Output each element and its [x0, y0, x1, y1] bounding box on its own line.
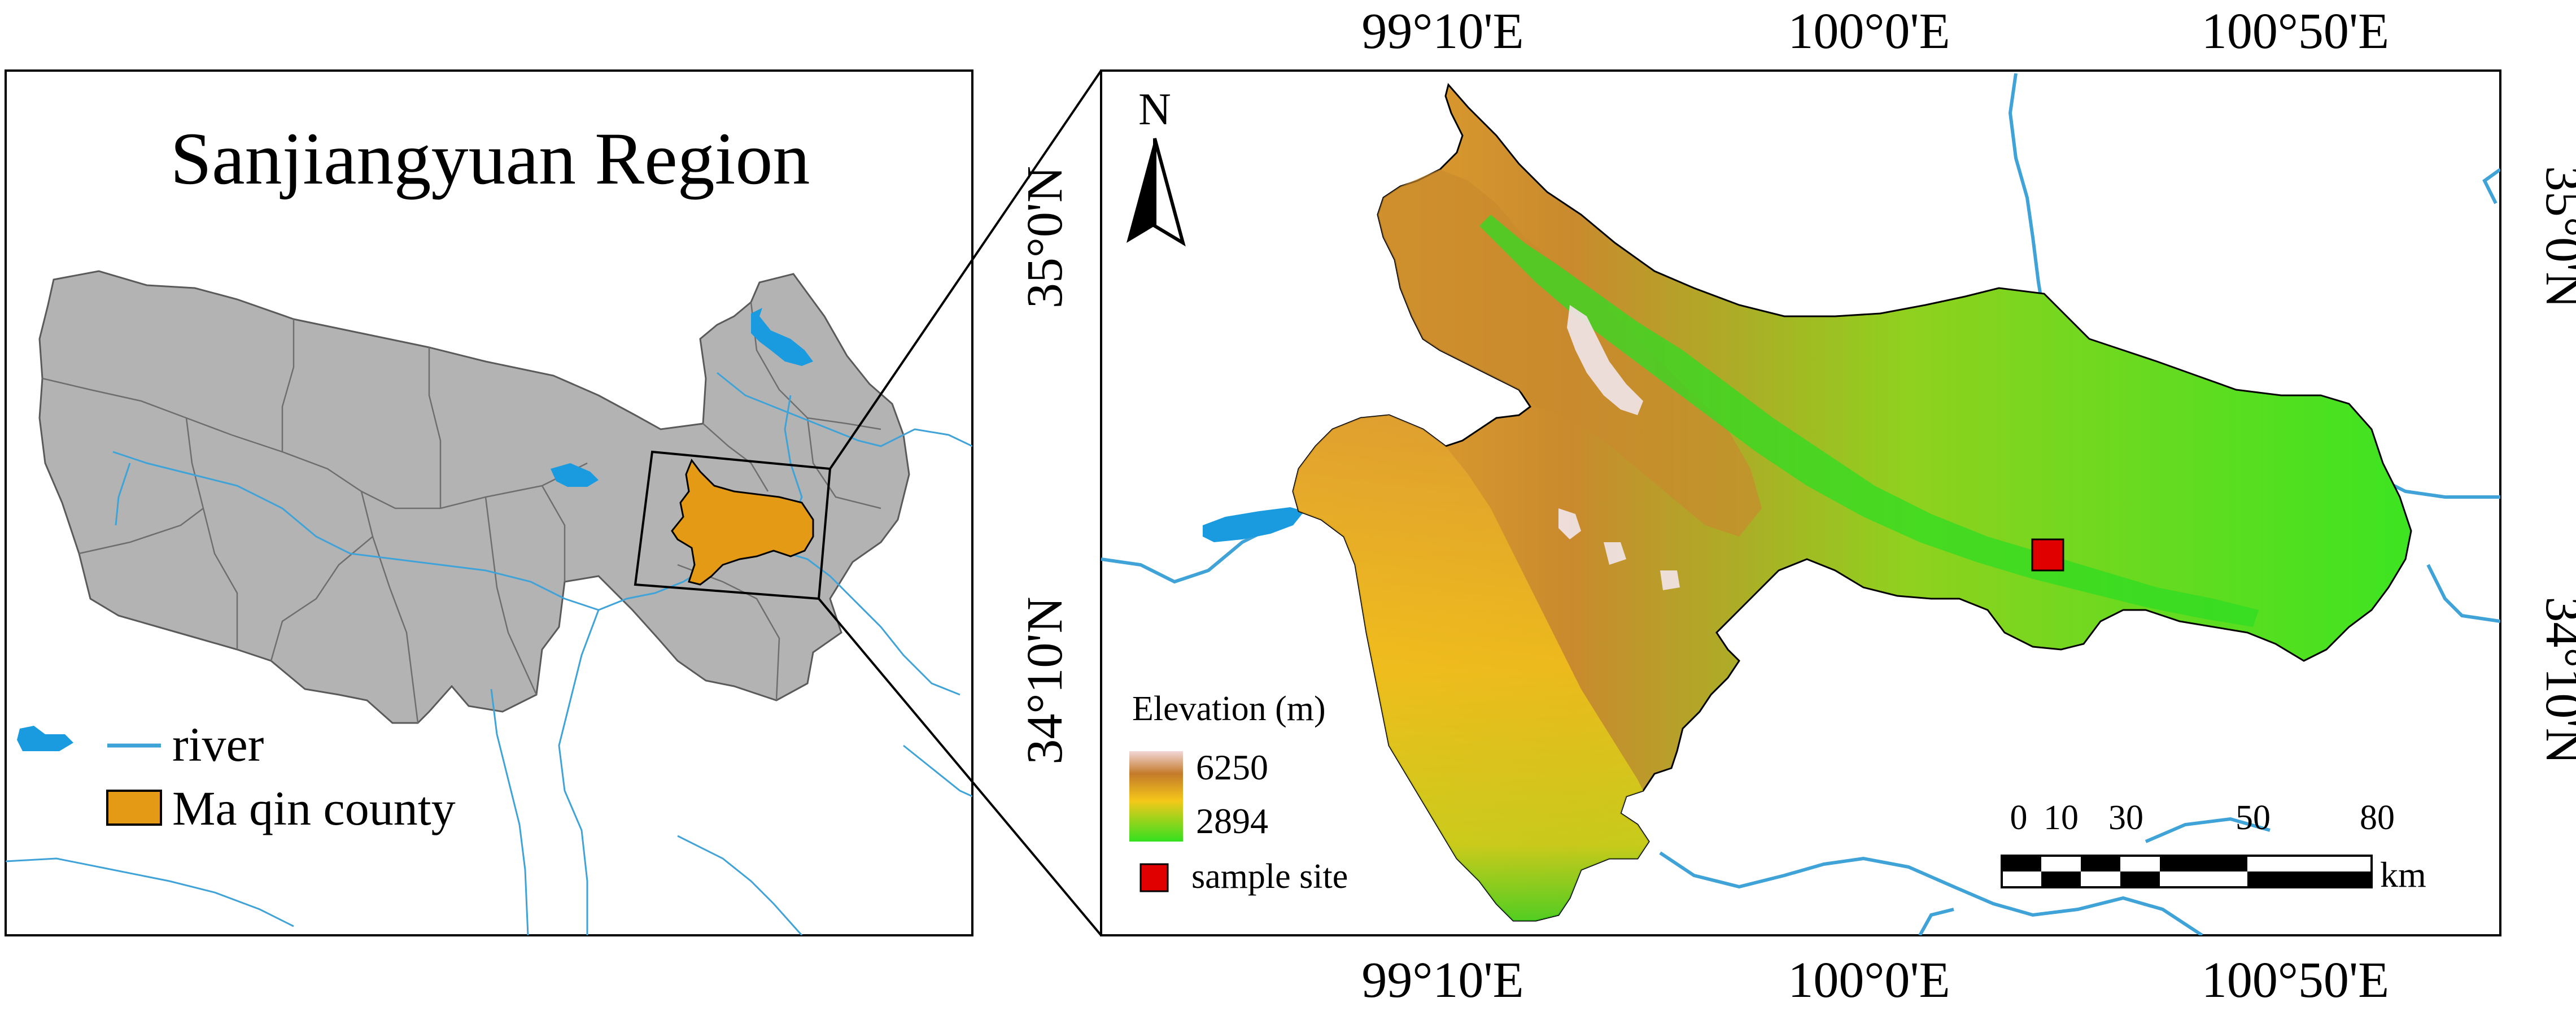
county-legend-symbol: [106, 790, 162, 826]
scale-tick-50: 50: [2236, 799, 2271, 837]
scale-tick-10: 10: [2044, 799, 2079, 837]
elevation-legend-title: Elevation (m): [1132, 690, 1326, 728]
northwest-highland-overlay: [1378, 169, 1762, 537]
north-arrow-label: N: [1138, 85, 1171, 134]
snow-patches: [1558, 305, 1680, 590]
lake-west: [17, 726, 73, 751]
scale-tick-30: 30: [2108, 799, 2143, 837]
zoom-connector-top: [829, 69, 1102, 470]
detail-lake: [1203, 507, 1304, 542]
top-lon-label-3: 100°50'E: [2202, 3, 2389, 59]
sample-site-legend-label: sample site: [1191, 857, 1348, 896]
scale-tick-80: 80: [2360, 799, 2395, 837]
elevation-legend: Elevation (m) 6250 2894 sample site: [1129, 690, 1348, 896]
elevation-max-label: 6250: [1196, 747, 1268, 787]
right-lat-label-2: 34°10'N: [2535, 596, 2576, 764]
southwest-lobe-overlay: [1293, 415, 1649, 921]
overview-map-title: Sanjiangyuan Region: [171, 117, 810, 200]
sample-site-legend-symbol: [1139, 863, 1169, 892]
top-lon-label-1: 99°10'E: [1361, 3, 1523, 59]
scale-bar-segments: [2002, 856, 2372, 887]
bottom-lon-label-1: 99°10'E: [1361, 952, 1523, 1008]
bottom-lon-label-2: 100°0'E: [1788, 952, 1950, 1008]
sample-site-marker: [2031, 538, 2064, 572]
north-arrow: N: [1127, 85, 1186, 247]
county-legend-label: Ma qin county: [172, 781, 456, 835]
rivers: [6, 372, 972, 935]
detail-map-panel: N Elevation (m) 6250 2894 sample site 0 …: [1100, 69, 2501, 936]
sanjiangyuan-region-shape: [38, 270, 910, 724]
right-lat-label-1: 35°0'N: [2535, 166, 2576, 308]
overview-map-panel: Sanjiangyuan Region river Ma qin county: [5, 69, 973, 936]
lake-gyaring: [551, 463, 599, 487]
lake-north: [751, 308, 813, 366]
county-boundaries: [42, 302, 881, 724]
bottom-lon-label-3: 100°50'E: [2202, 952, 2389, 1008]
north-arrow-right-half: [1153, 138, 1186, 247]
graticule-labels: 99°10'E 100°0'E 100°50'E 99°10'E 100°0'E…: [1017, 3, 2576, 1008]
scale-tick-0: 0: [2010, 799, 2028, 837]
left-lat-label-2: 34°10'N: [1017, 596, 1073, 764]
top-lon-label-2: 100°0'E: [1788, 3, 1950, 59]
river-legend-label: river: [172, 717, 264, 772]
ma-qin-county-shape: [671, 458, 814, 586]
north-arrow-left-half: [1127, 138, 1155, 243]
left-lat-label-1: 35°0'N: [1017, 166, 1073, 308]
elevation-color-ramp: [1129, 751, 1183, 842]
scale-bar-unit: km: [2380, 855, 2426, 895]
zoom-connector-bottom: [818, 598, 1102, 936]
scale-bar: 0 10 30 50 80 km: [2001, 799, 2426, 895]
elevation-min-label: 2894: [1196, 801, 1268, 841]
overview-legend: river Ma qin county: [106, 717, 456, 835]
